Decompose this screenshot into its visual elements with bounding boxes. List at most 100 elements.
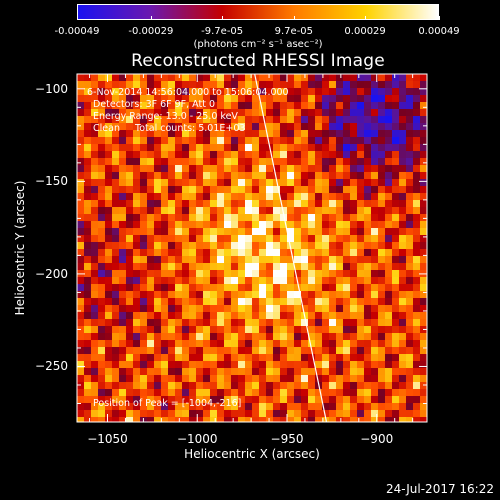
heatmap-cell: [245, 389, 253, 397]
heatmap-cell: [287, 368, 295, 376]
heatmap-cell: [133, 165, 141, 173]
heatmap-cell: [252, 396, 260, 404]
heatmap-cell: [238, 382, 246, 390]
heatmap-cell: [126, 319, 134, 327]
heatmap-cell: [168, 410, 176, 418]
heatmap-cell: [161, 172, 169, 180]
heatmap-cell: [399, 109, 407, 117]
heatmap-cell: [350, 375, 358, 383]
heatmap-cell: [84, 417, 92, 422]
heatmap-cell: [126, 305, 134, 313]
heatmap-cell: [119, 354, 127, 362]
heatmap-cell: [210, 389, 218, 397]
heatmap-cell: [336, 361, 344, 369]
heatmap-cell: [126, 340, 134, 348]
heatmap-cell: [357, 298, 365, 306]
heatmap-cell: [413, 368, 421, 376]
heatmap-cell: [287, 277, 295, 285]
heatmap-cell: [294, 123, 302, 131]
heatmap-cell: [196, 312, 204, 320]
heatmap-cell: [280, 417, 288, 422]
heatmap-cell: [343, 270, 351, 278]
heatmap-cell: [357, 242, 365, 250]
heatmap-cell: [210, 333, 218, 341]
heatmap-cell: [364, 207, 372, 215]
heatmap-cell: [77, 172, 85, 180]
heatmap-cell: [273, 228, 281, 236]
heatmap-cell: [105, 326, 113, 334]
heatmap-cell: [175, 74, 183, 82]
heatmap-cell: [371, 417, 379, 422]
heatmap-cell: [259, 312, 267, 320]
heatmap-cell: [364, 235, 372, 243]
heatmap-cell: [273, 410, 281, 418]
heatmap-cell: [266, 116, 274, 124]
heatmap-cell: [357, 200, 365, 208]
heatmap-cell: [133, 172, 141, 180]
heatmap-cell: [119, 228, 127, 236]
heatmap-cell: [357, 270, 365, 278]
heatmap-cell: [294, 235, 302, 243]
heatmap-cell: [329, 270, 337, 278]
heatmap-cell: [161, 333, 169, 341]
heatmap-cell: [252, 179, 260, 187]
heatmap-cell: [196, 298, 204, 306]
heatmap-cell: [273, 123, 281, 131]
heatmap-cell: [196, 214, 204, 222]
heatmap-cell: [420, 81, 427, 89]
heatmap-cell: [77, 277, 85, 285]
heatmap-cell: [161, 270, 169, 278]
heatmap-cell: [364, 109, 372, 117]
heatmap-cell: [259, 207, 267, 215]
heatmap-cell: [231, 347, 239, 355]
heatmap-cell: [371, 361, 379, 369]
heatmap-cell: [399, 235, 407, 243]
heatmap-cell: [371, 207, 379, 215]
heatmap-cell: [294, 305, 302, 313]
heatmap-cell: [91, 144, 99, 152]
heatmap-cell: [238, 186, 246, 194]
heatmap-cell: [420, 263, 427, 271]
heatmap-cell: [105, 389, 113, 397]
heatmap-cell: [84, 249, 92, 257]
heatmap-cell: [371, 193, 379, 201]
heatmap-cell: [336, 277, 344, 285]
heatmap-cell: [126, 74, 134, 82]
heatmap-cell: [420, 214, 427, 222]
heatmap-cell: [98, 312, 106, 320]
heatmap-cell: [329, 228, 337, 236]
heatmap-cell: [245, 116, 253, 124]
heatmap-cell: [322, 151, 330, 159]
heatmap-cell: [98, 151, 106, 159]
heatmap-cell: [182, 270, 190, 278]
heatmap-cell: [161, 200, 169, 208]
heatmap-cell: [238, 298, 246, 306]
heatmap-cell: [308, 319, 316, 327]
heatmap-cell: [287, 158, 295, 166]
heatmap-cell: [147, 235, 155, 243]
heatmap-cell: [196, 382, 204, 390]
heatmap-cell: [315, 109, 323, 117]
heatmap-cell: [252, 207, 260, 215]
heatmap-cell: [287, 284, 295, 292]
heatmap-cell: [231, 207, 239, 215]
heatmap-cell: [105, 214, 113, 222]
heatmap-cell: [322, 158, 330, 166]
heatmap-cell: [364, 340, 372, 348]
heatmap-cell: [140, 137, 148, 145]
heatmap-cell: [371, 102, 379, 110]
heatmap-cell: [140, 242, 148, 250]
heatmap-cell: [413, 326, 421, 334]
heatmap-cell: [280, 270, 288, 278]
heatmap-cell: [112, 74, 120, 82]
heatmap-cell: [98, 298, 106, 306]
heatmap-cell: [182, 193, 190, 201]
heatmap-cell: [350, 200, 358, 208]
heatmap-cell: [287, 270, 295, 278]
heatmap-cell: [364, 382, 372, 390]
heatmap-cell: [385, 382, 393, 390]
heatmap-cell: [266, 186, 274, 194]
heatmap-cell: [280, 312, 288, 320]
heatmap-cell: [126, 284, 134, 292]
heatmap-cell: [294, 410, 302, 418]
